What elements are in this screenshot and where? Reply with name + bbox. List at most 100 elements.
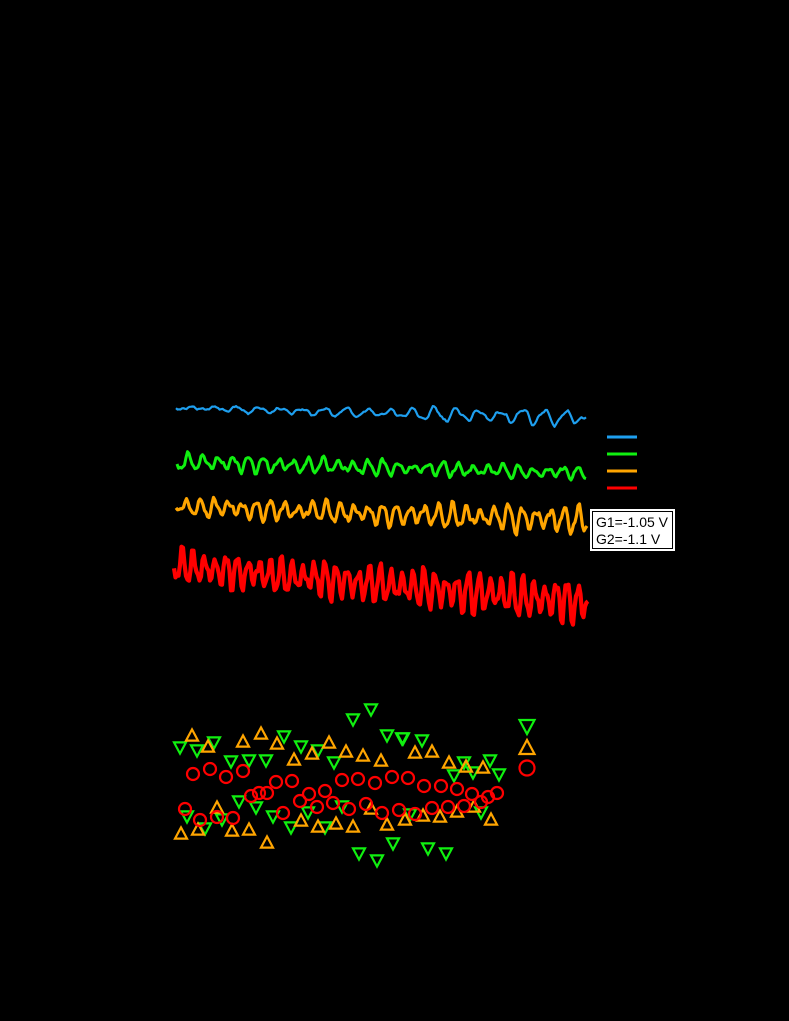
triangle-down-marker [334, 800, 350, 815]
circle-marker [433, 778, 449, 794]
circle-marker [358, 796, 374, 812]
circle-marker [325, 795, 341, 811]
triangle-down-marker [265, 810, 281, 825]
triangle-up-marker [355, 747, 371, 762]
circle-marker [268, 774, 284, 790]
triangle-up-marker [304, 745, 320, 760]
circle-marker [192, 812, 208, 828]
triangle-up-marker [345, 818, 361, 833]
triangle-up-marker [373, 752, 389, 767]
annotation-frame: G1=-1.05 V G2=-1.1 V [592, 511, 673, 549]
triangle-down-marker [231, 795, 247, 810]
circle-marker [301, 786, 317, 802]
circle-marker [473, 794, 489, 810]
triangle-up-marker [397, 811, 413, 826]
triangle-up-marker [328, 815, 344, 830]
circle-marker [391, 802, 407, 818]
circle-marker [464, 786, 480, 802]
triangle-down-marker [414, 734, 430, 749]
circle-marker [367, 775, 383, 791]
scatter-legend [517, 718, 537, 777]
circle-marker [449, 781, 465, 797]
circle-marker [407, 806, 423, 822]
triangle-down-marker [300, 806, 316, 821]
line-legend [607, 435, 637, 490]
oscillation-traces-panel [171, 405, 590, 627]
triangle-down-marker [223, 755, 239, 770]
triangle-up-marker [286, 751, 302, 766]
triangle-up-marker [235, 733, 251, 748]
triangle-down-marker [369, 854, 385, 869]
circle-marker [440, 799, 456, 815]
triangle-down-marker [351, 847, 367, 862]
triangle-up-marker [293, 812, 309, 827]
triangle-down-marker [482, 754, 498, 769]
circle-marker [243, 788, 259, 804]
circle-marker [334, 772, 350, 788]
circle-marker [251, 785, 267, 801]
triangle-up-marker [269, 735, 285, 750]
triangle-up-marker [259, 834, 275, 849]
circle-marker [341, 801, 357, 817]
triangle-down-marker [258, 754, 274, 769]
triangle-down-marker [248, 801, 264, 816]
triangle-up-marker [475, 759, 491, 774]
triangle-down-marker [420, 842, 436, 857]
triangle-up-marker [458, 758, 474, 773]
triangle-up-marker [424, 743, 440, 758]
triangle-up-marker [432, 808, 448, 823]
triangle-up-marker [253, 725, 269, 740]
circle-marker [416, 778, 432, 794]
triangle-up-marker [483, 811, 499, 826]
triangle-down-marker [189, 744, 205, 759]
triangle-down-marker [385, 837, 401, 852]
annotation-g1: G1=-1.05 V [596, 514, 668, 530]
triangle-down-marker [379, 729, 395, 744]
triangle-up-marker [441, 754, 457, 769]
triangle-down-marker [491, 768, 507, 783]
triangle-down-marker [326, 756, 342, 771]
triangle-down-marker [363, 703, 379, 718]
circle-marker [177, 801, 193, 817]
circle-marker [400, 770, 416, 786]
scatter-panel [172, 703, 507, 869]
circle-marker [218, 769, 234, 785]
trace-red [171, 544, 590, 627]
circle-marker [424, 800, 440, 816]
circle-marker [350, 771, 366, 787]
legend-triangle-up-marker [517, 737, 537, 756]
circle-marker [384, 769, 400, 785]
annotation-g2: G2=-1.1 V [596, 531, 661, 547]
triangle-down-marker [276, 730, 292, 745]
circle-marker [456, 798, 472, 814]
circle-marker [489, 785, 505, 801]
triangle-up-marker [407, 744, 423, 759]
trace-orange [174, 495, 589, 537]
triangle-up-marker [321, 734, 337, 749]
circle-marker [235, 763, 251, 779]
circle-marker [202, 761, 218, 777]
triangle-down-marker [206, 736, 222, 751]
trace-green [175, 450, 587, 482]
triangle-up-marker [338, 743, 354, 758]
circle-marker [317, 783, 333, 799]
triangle-up-marker [209, 799, 225, 814]
triangle-down-marker [172, 741, 188, 756]
legend-triangle-down-marker [517, 718, 537, 737]
triangle-down-marker [179, 810, 195, 825]
triangle-down-marker [395, 732, 411, 747]
circle-marker [209, 809, 225, 825]
triangle-up-marker [200, 738, 216, 753]
triangle-down-marker [241, 754, 257, 769]
trace-blue [175, 405, 587, 428]
circle-marker [374, 805, 390, 821]
triangle-down-marker [438, 847, 454, 862]
circle-marker [275, 805, 291, 821]
triangle-up-marker [310, 818, 326, 833]
circle-marker [292, 793, 308, 809]
circle-marker [284, 773, 300, 789]
triangle-up-marker [173, 825, 189, 840]
triangle-down-marker [345, 713, 361, 728]
triangle-up-marker [241, 821, 257, 836]
circle-marker [185, 766, 201, 782]
